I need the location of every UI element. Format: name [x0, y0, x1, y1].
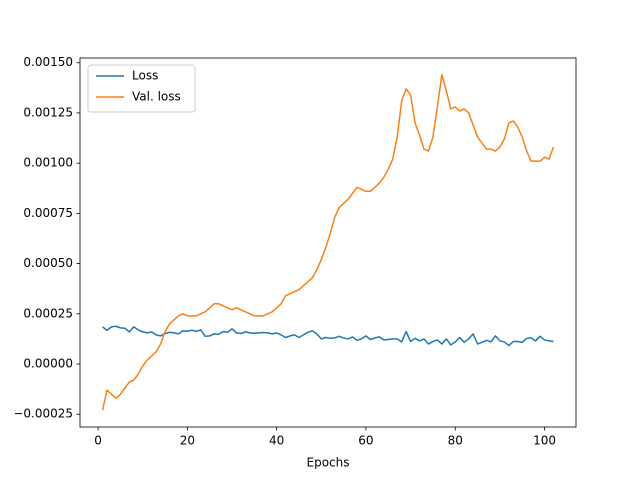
- series-line: [101, 74, 555, 411]
- x-axis-label: Epochs: [307, 456, 350, 470]
- y-tick-label: 0.00000: [23, 357, 73, 371]
- x-tick-label: 80: [448, 434, 463, 448]
- series-line: [102, 325, 554, 347]
- y-tick-label: 0.00150: [23, 55, 73, 69]
- y-tick-label: 0.00075: [23, 206, 73, 220]
- axes-frame: [79, 57, 577, 428]
- x-tick-label: 60: [358, 434, 373, 448]
- legend-label: Loss: [132, 69, 158, 83]
- y-tick-label: 0.00100: [23, 156, 73, 170]
- x-tick-label: 20: [180, 434, 195, 448]
- legend-label: Val. loss: [132, 90, 181, 104]
- y-tick-label: −0.00025: [13, 407, 73, 421]
- x-tick-label: 0: [94, 434, 102, 448]
- y-tick-label: 0.00025: [23, 306, 73, 320]
- y-tick-label: 0.00050: [23, 256, 73, 270]
- y-tick-label: 0.00125: [23, 105, 73, 119]
- x-tick-label: 40: [269, 434, 284, 448]
- x-tick-label: 100: [533, 434, 556, 448]
